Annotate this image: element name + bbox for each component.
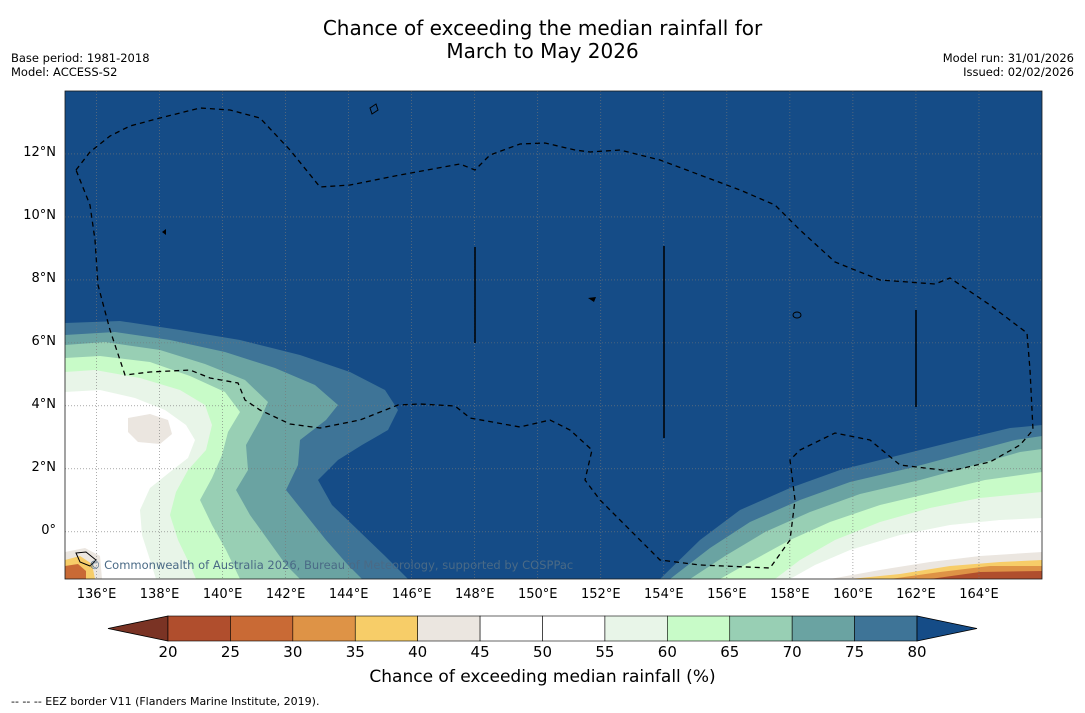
- eez-legend-note: -- -- -- EEZ border V11 (Flanders Marine…: [11, 695, 320, 708]
- colorbar-tick-label: 75: [845, 643, 865, 661]
- colorbar-tick-label: 40: [408, 643, 428, 661]
- colorbar-segment: [292, 615, 356, 642]
- metadata-left: Base period: 1981-2018 Model: ACCESS-S2: [11, 51, 150, 79]
- colorbar-tick-label: 30: [283, 643, 303, 661]
- lat-label: 2°N: [31, 459, 57, 475]
- lat-label: 4°N: [31, 396, 57, 412]
- lon-label: 138°E: [139, 587, 180, 602]
- model-run: Model run: 31/01/2026: [942, 51, 1074, 65]
- lon-label: 146°E: [391, 587, 432, 602]
- colorbar-segment: [729, 615, 793, 642]
- copyright-notice: © Commonwealth of Australia 2026, Bureau…: [89, 558, 574, 572]
- colorbar-segment: [542, 615, 606, 642]
- lon-label: 152°E: [581, 587, 621, 602]
- model-name: Model: ACCESS-S2: [11, 65, 118, 79]
- colorbar-tick-label: 20: [158, 643, 178, 661]
- map-title-line2: March to May 2026: [446, 39, 639, 63]
- lat-label: 10°N: [23, 207, 56, 223]
- island: [588, 297, 596, 302]
- lat-label: 8°N: [31, 270, 57, 286]
- lon-label: 144°E: [328, 587, 369, 602]
- graticule: [65, 91, 1042, 579]
- colorbar-segment: [604, 615, 668, 642]
- colorbar-tick-label: 55: [595, 643, 615, 661]
- lon-label: 162°E: [896, 587, 936, 602]
- island: [75, 551, 97, 567]
- island: [162, 229, 166, 235]
- lon-label: 150°E: [517, 587, 558, 602]
- lat-label: 12°N: [23, 144, 56, 160]
- colorbar-tick-label: 60: [657, 643, 677, 661]
- lon-label: 154°E: [644, 587, 684, 602]
- colorbar-tick-label: 65: [720, 643, 740, 661]
- colorbar-title: Chance of exceeding median rainfall (%): [369, 667, 716, 687]
- colorbar-extend-high: [916, 615, 978, 642]
- band-25-east: [930, 571, 1042, 579]
- colorbar-tick-label: 50: [532, 643, 553, 661]
- colorbar-tick-label: 80: [907, 643, 927, 661]
- colorbar-segment: [417, 615, 481, 642]
- island: [792, 311, 802, 319]
- map-plot-area: [65, 91, 1042, 579]
- colorbar-tick-label: 35: [345, 643, 365, 661]
- colorbar: [107, 615, 978, 642]
- colorbar-segment: [791, 615, 855, 642]
- lon-label: 158°E: [770, 587, 810, 602]
- lon-label: 136°E: [76, 587, 117, 602]
- lon-label: 142°E: [265, 587, 306, 602]
- colorbar-tick-label: 25: [220, 643, 240, 661]
- colorbar-extend-low: [107, 615, 169, 642]
- colorbar-segment: [667, 615, 731, 642]
- eez-border: [75, 107, 1034, 569]
- lat-label: 0°: [41, 522, 56, 538]
- colorbar-tick-label: 70: [782, 643, 802, 661]
- issued-date: Issued: 02/02/2026: [963, 65, 1074, 79]
- lon-label: 140°E: [202, 587, 243, 602]
- map-frame: [64, 90, 1043, 580]
- colorbar-segment: [479, 615, 543, 642]
- colorbar-segment: [230, 615, 294, 642]
- patch-30: [65, 564, 86, 579]
- island: [369, 103, 379, 115]
- lat-label: 6°N: [31, 333, 57, 349]
- lon-label: 156°E: [707, 587, 747, 602]
- metadata-right: Model run: 31/01/2026 Issued: 02/02/2026: [943, 51, 1074, 79]
- patch-45: [128, 414, 172, 444]
- base-period: Base period: 1981-2018: [11, 51, 150, 65]
- colorbar-tick-label: 45: [470, 643, 490, 661]
- lon-label: 164°E: [959, 587, 999, 602]
- lon-label: 160°E: [833, 587, 873, 602]
- map-title-line1: Chance of exceeding the median rainfall …: [322, 16, 763, 40]
- colorbar-segment: [167, 615, 231, 642]
- lon-label: 148°E: [454, 587, 495, 602]
- colorbar-segment: [854, 615, 918, 642]
- colorbar-segment: [354, 615, 418, 642]
